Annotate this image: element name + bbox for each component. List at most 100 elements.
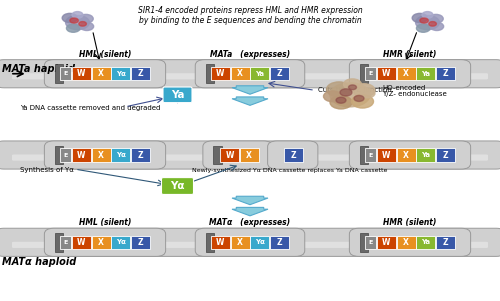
- FancyBboxPatch shape: [163, 87, 192, 103]
- Bar: [131, 148, 150, 162]
- Bar: [396, 236, 415, 249]
- Bar: [416, 148, 435, 162]
- FancyBboxPatch shape: [195, 60, 305, 88]
- Circle shape: [420, 18, 428, 23]
- FancyBboxPatch shape: [350, 141, 470, 169]
- FancyBboxPatch shape: [203, 141, 273, 169]
- FancyBboxPatch shape: [367, 242, 453, 248]
- Bar: [396, 148, 415, 162]
- Bar: [211, 236, 230, 249]
- Text: Yα: Yα: [170, 181, 185, 191]
- Text: W: W: [216, 69, 224, 78]
- Text: Z: Z: [290, 150, 296, 160]
- Bar: [270, 236, 289, 249]
- FancyBboxPatch shape: [213, 73, 287, 79]
- Bar: [436, 236, 455, 249]
- Bar: [360, 64, 368, 83]
- Text: X: X: [246, 150, 252, 160]
- Bar: [365, 236, 376, 249]
- Circle shape: [429, 22, 436, 26]
- FancyBboxPatch shape: [195, 228, 305, 256]
- Text: MATa haploid: MATa haploid: [2, 64, 76, 74]
- FancyArrow shape: [232, 196, 268, 205]
- Bar: [220, 148, 239, 162]
- Text: Z: Z: [138, 238, 143, 247]
- Text: X: X: [403, 150, 409, 160]
- Text: Cuts the Y/Z junction: Cuts the Y/Z junction: [318, 87, 391, 93]
- Text: HO-encoded: HO-encoded: [382, 85, 426, 91]
- Circle shape: [80, 22, 94, 30]
- FancyBboxPatch shape: [213, 242, 287, 248]
- Bar: [111, 67, 130, 80]
- Bar: [206, 233, 214, 252]
- Circle shape: [416, 24, 430, 32]
- FancyArrow shape: [232, 86, 268, 94]
- Bar: [396, 67, 415, 80]
- Text: Z: Z: [277, 238, 282, 247]
- Text: X: X: [403, 238, 409, 247]
- Text: HMR (silent): HMR (silent): [384, 50, 436, 59]
- Bar: [365, 67, 376, 80]
- FancyBboxPatch shape: [44, 60, 166, 88]
- Bar: [360, 146, 368, 165]
- Bar: [55, 146, 63, 165]
- Bar: [111, 148, 130, 162]
- FancyBboxPatch shape: [220, 154, 256, 161]
- Text: by binding to the E sequences and bending the chromatin: by binding to the E sequences and bendin…: [138, 16, 362, 25]
- Circle shape: [330, 96, 352, 109]
- Text: X: X: [98, 69, 104, 78]
- Text: W: W: [77, 69, 86, 78]
- Text: W: W: [77, 150, 86, 160]
- Text: E: E: [368, 71, 372, 76]
- Text: Z: Z: [442, 238, 448, 247]
- Circle shape: [324, 91, 342, 102]
- FancyBboxPatch shape: [350, 60, 470, 88]
- Text: E: E: [64, 71, 68, 76]
- Bar: [131, 236, 150, 249]
- Circle shape: [348, 85, 356, 90]
- Bar: [436, 148, 455, 162]
- Bar: [55, 64, 63, 83]
- Circle shape: [354, 95, 364, 101]
- Text: HML (silent): HML (silent): [79, 218, 131, 227]
- Bar: [92, 236, 110, 249]
- Circle shape: [330, 83, 370, 107]
- Circle shape: [66, 24, 80, 32]
- FancyBboxPatch shape: [12, 154, 488, 161]
- Bar: [206, 64, 214, 83]
- Text: W: W: [77, 238, 86, 247]
- Bar: [60, 67, 71, 80]
- Bar: [284, 148, 303, 162]
- Circle shape: [344, 79, 361, 90]
- Text: MATα   (expresses): MATα (expresses): [210, 218, 290, 227]
- FancyBboxPatch shape: [162, 178, 194, 194]
- Text: X: X: [403, 69, 409, 78]
- Text: Y/Z- endonuclease: Y/Z- endonuclease: [382, 91, 448, 97]
- Text: HML (silent): HML (silent): [79, 50, 131, 59]
- Bar: [240, 148, 259, 162]
- Text: SIR1-4 encoded proteins repress HML and HMR expression: SIR1-4 encoded proteins repress HML and …: [138, 6, 362, 15]
- Bar: [250, 236, 270, 249]
- Bar: [436, 67, 455, 80]
- Text: W: W: [382, 238, 390, 247]
- Text: Newly-synthesized Yα DNA cassette replaces Ya DNA cassette: Newly-synthesized Yα DNA cassette replac…: [192, 168, 388, 172]
- Bar: [55, 233, 63, 252]
- Bar: [111, 236, 130, 249]
- Text: Ya DNA cassette removed and degraded: Ya DNA cassette removed and degraded: [20, 105, 160, 111]
- Circle shape: [353, 84, 375, 97]
- Bar: [211, 67, 230, 80]
- Text: Ya: Ya: [256, 71, 264, 77]
- Text: E: E: [368, 240, 372, 245]
- Text: Z: Z: [442, 69, 448, 78]
- Circle shape: [336, 97, 346, 103]
- Text: Ya: Ya: [421, 152, 430, 158]
- Text: Yα: Yα: [255, 239, 265, 245]
- Bar: [360, 233, 368, 252]
- Text: Ya: Ya: [421, 239, 430, 245]
- FancyBboxPatch shape: [44, 141, 166, 169]
- Text: X: X: [98, 150, 104, 160]
- Circle shape: [79, 14, 93, 23]
- Text: Z: Z: [277, 69, 282, 78]
- Circle shape: [429, 14, 443, 23]
- Bar: [416, 67, 435, 80]
